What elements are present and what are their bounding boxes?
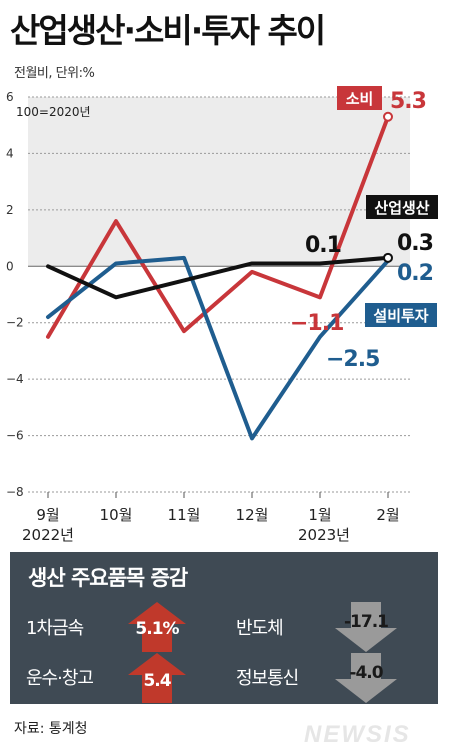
item-name-3: 운수·창고 <box>26 668 94 689</box>
year-label: 2023년 <box>298 526 350 544</box>
legend-label-consumption: 소비 <box>346 90 374 108</box>
legend-label-production-box <box>366 195 438 219</box>
down-arrow-icon: -17.1 <box>335 602 397 652</box>
series-line-소비 <box>46 114 390 339</box>
source-note: 자료: 통계청 <box>14 721 88 737</box>
end-marker <box>383 252 393 263</box>
data-label-investment-jan: −2.5 <box>326 347 379 372</box>
data-label-investment-feb: 0.2 <box>397 261 433 286</box>
y-tick-label: 4 <box>6 146 14 160</box>
data-label-consumption-feb: 5.3 <box>390 89 426 114</box>
y-tick-label: −8 <box>6 485 24 499</box>
x-tick-label: 11월 <box>168 506 201 524</box>
x-tick-label: 12월 <box>236 506 269 524</box>
data-label-consumption-jan: −1.1 <box>290 311 343 336</box>
item-name-1: 1차금속 <box>26 618 84 639</box>
chart-title: 산업생산·소비·투자 추이 <box>10 11 326 50</box>
panel-title: 생산 주요품목 증감 <box>28 566 188 590</box>
down-arrow-icon: -4.0 <box>335 653 397 703</box>
series-line-설비투자 <box>46 255 390 441</box>
item-value-2: -17.1 <box>344 612 389 632</box>
item-value-1: 5.1% <box>135 619 179 639</box>
item-name-2: 반도체 <box>236 618 284 639</box>
y-tick-label: 6 <box>6 90 14 104</box>
production-breakdown-panel: 생산 주요품목 증감 1차금속 5.1% 반도체 -17.1 운수·창고 5.4… <box>10 552 438 704</box>
x-tick-label: 2월 <box>376 506 399 524</box>
data-label-production-jan: 0.1 <box>305 233 341 258</box>
item-name-4: 정보통신 <box>236 668 299 689</box>
unit-note: 전월비, 단위:% <box>14 66 95 81</box>
newsis-logo: NEWSIS <box>304 718 434 748</box>
data-label-production-feb: 0.3 <box>397 231 433 256</box>
up-arrow-icon: 5.4 <box>128 653 186 703</box>
y-tick-label: 2 <box>6 203 14 217</box>
end-marker <box>383 111 393 122</box>
year-label: 2022년 <box>22 526 74 544</box>
line-chart: 6 4 2 0 −2 −4 −6 −8 100=2020년 9월 10월 11월 12월 1월 2월 2022… <box>6 86 438 544</box>
base-note: 100=2020년 <box>16 105 91 119</box>
up-arrow-icon: 5.1% <box>128 602 186 652</box>
svg-text:NEWSIS: NEWSIS <box>304 721 411 748</box>
y-tick-label: 0 <box>6 259 14 273</box>
y-tick-label: −2 <box>6 316 24 330</box>
series-line-산업생산 <box>46 255 390 300</box>
y-tick-label: −4 <box>6 372 24 386</box>
plot-band <box>28 97 410 267</box>
item-value-3: 5.4 <box>143 671 171 691</box>
legend-label-investment: 설비투자 <box>373 307 428 325</box>
legend-label-consumption-box <box>337 86 382 110</box>
legend-label-investment-box <box>365 303 437 327</box>
item-value-4: -4.0 <box>349 663 383 683</box>
x-tick-label: 10월 <box>100 506 133 524</box>
legend-label-production: 산업생산 <box>374 199 429 217</box>
y-tick-label: −6 <box>6 429 24 443</box>
x-tick-label: 1월 <box>308 506 331 524</box>
x-tick-label: 9월 <box>36 506 59 524</box>
